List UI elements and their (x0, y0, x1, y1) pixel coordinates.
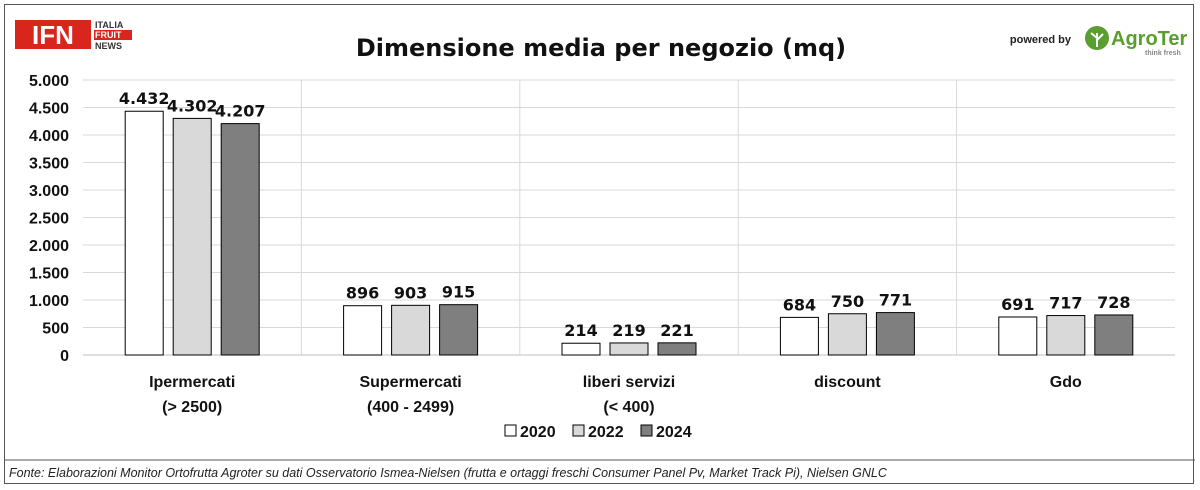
data-label-2024: 221 (660, 321, 693, 340)
bar-2024 (1094, 314, 1134, 356)
category-label: Ipermercati (149, 374, 235, 391)
data-label-2022: 903 (394, 283, 427, 302)
bar-2020 (779, 316, 819, 356)
agroter-logo: AgroTer think fresh (1085, 26, 1188, 57)
bar-2022 (827, 313, 867, 356)
ifn-logo-box (15, 20, 91, 49)
y-tick-label: 0 (60, 348, 69, 365)
y-tick-label: 1.000 (29, 293, 69, 310)
x-axis: Ipermercati (> 2500) Supermercati (400 - 24… (149, 374, 1082, 416)
category-label: Supermercati (359, 374, 461, 391)
y-tick-label: 4.500 (29, 101, 69, 118)
data-label-2020: 896 (346, 284, 379, 303)
agroter-tagline: think fresh (1145, 50, 1181, 57)
legend: 2020 2022 2024 (504, 424, 692, 441)
legend-swatch-2024 (640, 424, 653, 437)
bar-2024 (220, 123, 260, 356)
data-label-2024: 728 (1097, 293, 1130, 312)
data-label-2022: 717 (1049, 294, 1082, 313)
data-label-2020: 4.432 (119, 89, 170, 108)
bar-2024 (875, 312, 915, 356)
ifn-logo-fruit-band (94, 30, 132, 40)
bar-2020 (343, 305, 383, 356)
legend-label-2024: 2024 (656, 424, 692, 441)
bar-2024 (439, 304, 479, 356)
y-tick-label: 4.000 (29, 128, 69, 145)
chart-svg: IFN ITALIA FRUIT NEWS Dimensione media p… (5, 20, 1195, 480)
y-tick-label: 3.000 (29, 183, 69, 200)
chart-title: Dimensione media per negozio (mq) (356, 34, 846, 62)
bar-2022 (609, 342, 649, 356)
category-label: (< 400) (603, 399, 654, 416)
bar-2022 (172, 117, 212, 356)
data-label-2024: 771 (879, 291, 912, 310)
chart-frame: IFN ITALIA FRUIT NEWS Dimensione media p… (4, 4, 1195, 484)
agroter-name: AgroTer (1111, 28, 1188, 50)
ifn-logo-line3: NEWS (95, 41, 122, 51)
y-axis: 0 500 1.000 1.500 2.000 2.500 3.000 3.500 4.000 4… (29, 73, 69, 365)
data-label-2024: 4.207 (215, 102, 266, 121)
data-label-2020: 691 (1001, 295, 1034, 314)
y-tick-label: 2.500 (29, 211, 69, 228)
bar-2020 (124, 110, 164, 356)
y-tick-label: 2.000 (29, 238, 69, 255)
legend-label-2022: 2022 (588, 424, 624, 441)
data-label-2022: 4.302 (167, 96, 218, 115)
agroter-tree-icon (1090, 32, 1104, 47)
bar-2020 (998, 316, 1038, 356)
data-label-2022: 219 (612, 321, 645, 340)
y-tick-label: 500 (42, 321, 69, 338)
bars (124, 110, 1134, 356)
gridlines (83, 79, 1175, 356)
category-label: (400 - 2499) (367, 399, 454, 416)
y-tick-label: 3.500 (29, 156, 69, 173)
y-tick-label: 5.000 (29, 73, 69, 90)
data-label-2024: 915 (442, 283, 475, 302)
legend-swatch-2022 (572, 424, 585, 437)
ifn-logo: IFN ITALIA FRUIT NEWS (15, 20, 132, 51)
bar-2022 (391, 304, 431, 356)
ifn-logo-mark: IFN (32, 20, 74, 50)
category-label: (> 2500) (162, 399, 222, 416)
legend-swatch-2020 (504, 424, 517, 437)
data-label-2022: 750 (831, 292, 864, 311)
powered-by-text: powered by (1010, 34, 1072, 46)
legend-label-2020: 2020 (520, 424, 556, 441)
category-label: discount (814, 374, 881, 391)
category-label: Gdo (1050, 374, 1082, 391)
bar-2024 (657, 342, 697, 356)
ifn-logo-line1: ITALIA (95, 20, 124, 30)
y-tick-label: 1.500 (29, 266, 69, 283)
bar-2022 (1046, 315, 1086, 356)
source-note: Fonte: Elaborazioni Monitor Ortofrutta A… (9, 466, 888, 480)
data-label-2020: 214 (564, 321, 597, 340)
ifn-logo-line2: FRUIT (95, 30, 122, 40)
category-label: liberi servizi (583, 374, 676, 391)
bar-2020 (561, 342, 601, 356)
data-label-2020: 684 (783, 295, 816, 314)
